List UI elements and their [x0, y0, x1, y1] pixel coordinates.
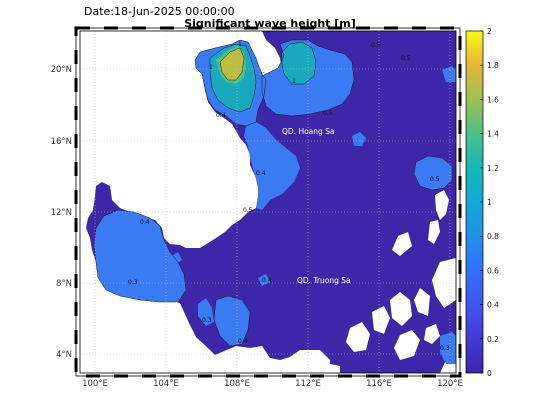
contour-label: 1	[209, 64, 213, 71]
x-tick-label: 116°E	[366, 379, 392, 389]
land-island-7	[390, 292, 412, 326]
map-frame	[79, 30, 457, 374]
contour-label: 1	[238, 41, 242, 48]
colorbar-tick-label: 0	[487, 369, 492, 378]
contour-0.4-east-3	[442, 66, 456, 82]
y-tick-label: 8°N	[56, 279, 72, 289]
y-tick-label: 16°N	[51, 137, 72, 147]
date-label: Date:18-Jun-2025 00:00:00	[84, 5, 235, 18]
contour-label: 1	[292, 78, 296, 85]
land-island-8	[372, 306, 390, 334]
colorbar-tick-label: 1.6	[487, 95, 499, 104]
y-tick-label: 12°N	[51, 208, 72, 218]
contour-0.4-east-4	[440, 332, 456, 364]
place-label-hoang-sa: QD. Hoang Sa	[282, 127, 335, 136]
contour-label: 0.4	[256, 170, 266, 177]
x-tick-label: 112°E	[295, 379, 321, 389]
contour-label: 0.4	[238, 338, 248, 345]
colorbar-tick-label: 0.2	[487, 335, 499, 344]
land-island-9	[346, 322, 370, 352]
contour-0.4-east-2	[352, 132, 366, 146]
contour-0.4-coast	[244, 122, 300, 210]
map-frame-pattern	[74, 26, 462, 378]
land-island-2	[435, 190, 449, 220]
contour-label: 0.5	[401, 55, 411, 62]
colorbar-ticks: 0 0.2 0.4 0.6 0.8 1 1.2 1.4 1.6 1.8 2	[480, 27, 499, 378]
colorbar-tick-label: 0.6	[487, 266, 499, 275]
x-tick-label: 100°E	[82, 379, 108, 389]
contour-label: 0.4	[140, 219, 150, 226]
contour-lines	[93, 39, 453, 347]
contour-label: 0.3	[202, 317, 212, 324]
colorbar-tick-label: 1	[487, 198, 492, 207]
contour-label: 0.5	[323, 110, 333, 117]
x-tick-label: 108°E	[224, 379, 250, 389]
contour-label: 0.4	[216, 112, 226, 119]
colorbar-tick-label: 0.8	[487, 232, 499, 241]
colorbar-tick-label: 1.8	[487, 61, 499, 70]
land-island-4	[392, 232, 412, 256]
contour-0.4-east-1	[414, 156, 452, 190]
contour-label: 0.3	[440, 345, 450, 352]
contour-0.8-north	[282, 42, 316, 84]
contour-0.4-small-2	[172, 252, 182, 264]
x-tick-label: 104°E	[153, 379, 179, 389]
x-tick-label: 120°E	[437, 379, 463, 389]
map-grid	[80, 31, 456, 373]
contour-0.4-south-2	[214, 296, 250, 346]
contour-label: 0.5	[371, 42, 381, 49]
contour-0.4-gulf-thailand	[94, 210, 186, 302]
colorbar-tick-label: 2	[487, 27, 492, 36]
contour-label: 0.5	[243, 207, 253, 214]
contour-label: 0.4	[262, 277, 272, 284]
land-island-3	[428, 220, 440, 244]
place-label-truong-sa: QD. Truong Sa	[297, 276, 351, 285]
land-island-11	[424, 324, 440, 344]
land-island-6	[414, 288, 430, 316]
land-island-10	[394, 330, 420, 360]
contour-label: 0.5	[430, 176, 440, 183]
contour-0.4-south-1	[198, 298, 214, 326]
colorbar-tick-label: 1.2	[487, 164, 499, 173]
y-tick-label: 20°N	[51, 65, 72, 75]
colorbar-tick-label: 1.4	[487, 130, 499, 139]
y-tick-label: 4°N	[56, 350, 72, 360]
land-island-12	[300, 362, 340, 373]
colorbar-tick-label: 0.4	[487, 301, 499, 310]
contour-label: 0.3	[128, 279, 138, 286]
